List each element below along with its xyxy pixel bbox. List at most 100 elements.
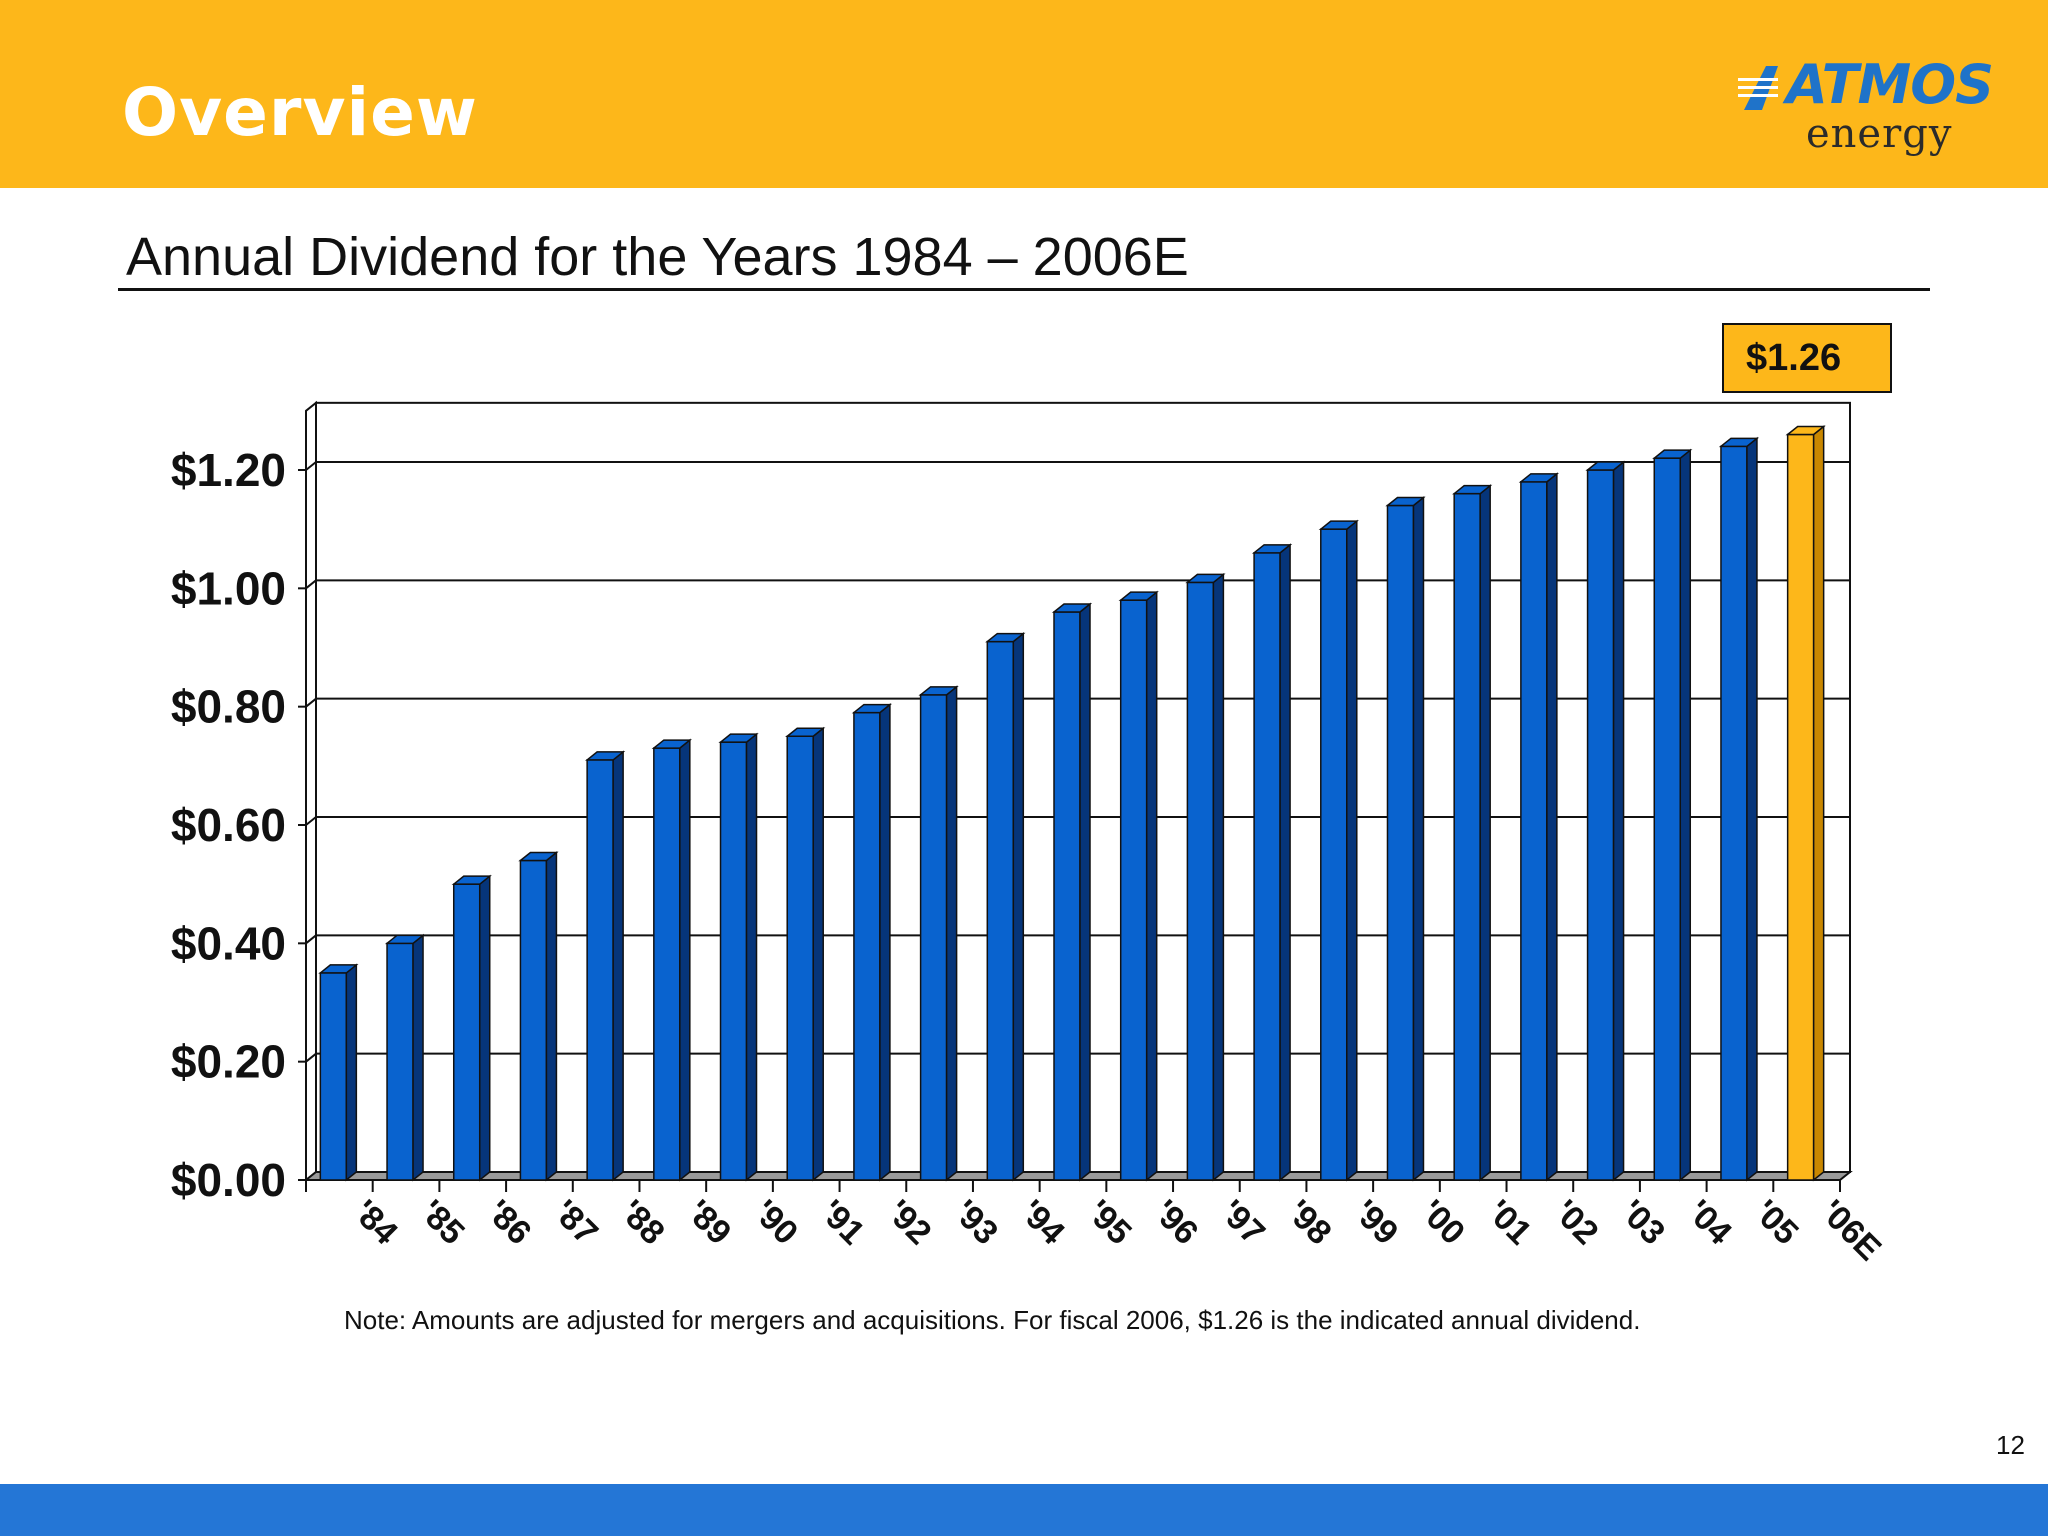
logo-mark-icon [1738,66,1778,110]
bar-side [1012,632,1025,1182]
callout-value: $1.26 [1746,337,1842,379]
bar [1320,528,1348,1181]
x-tick-label: '87 [546,1193,605,1252]
bar-side [412,933,424,1182]
y-tick-label: $0.80 [171,681,286,733]
bar [1053,611,1081,1181]
x-tick-label: '03 [1613,1193,1672,1252]
y-tick-label: $0.20 [171,1036,286,1088]
company-logo: ATMOS energy [1730,58,1994,168]
bar [1453,492,1481,1181]
x-tick-label: '98 [1279,1193,1338,1252]
bar-side [1612,460,1625,1182]
x-tick-label: '02 [1546,1193,1605,1252]
x-tick-label: '04 [1680,1193,1739,1252]
y-tick-label: $1.20 [171,444,286,496]
bar-side [1679,448,1692,1182]
bar [786,735,814,1181]
x-tick-label: '94 [1013,1193,1072,1252]
gridline-side [305,461,317,471]
bar [1520,481,1548,1181]
bar [1119,599,1148,1181]
bar [452,883,481,1181]
y-tick-label: $1.00 [171,562,286,614]
y-tick-label: $0.00 [171,1154,286,1206]
y-tick-label: $0.40 [171,917,286,969]
footer-band [0,1484,2048,1536]
bar [586,759,614,1181]
bar-side [1346,519,1358,1182]
y-tick-label: $0.60 [171,799,286,851]
bar [519,859,548,1181]
bar-top [1652,449,1693,459]
x-tick-label: '06E [1813,1193,1888,1268]
bar-top [1452,484,1493,495]
x-tick-label: '85 [412,1193,471,1252]
bar-top [718,733,759,743]
bar [1653,457,1682,1181]
x-tick-label: '91 [813,1193,872,1252]
bar-top [1718,437,1760,448]
bar [853,711,881,1181]
bar-top [1785,425,1826,436]
plot-side-wall [305,400,317,1183]
page-number: 12 [1996,1430,2025,1460]
bar-top [584,751,626,761]
bar-side [1079,602,1091,1182]
bar-side [1279,543,1291,1182]
bar [1720,445,1748,1181]
x-tick-label: '01 [1480,1193,1539,1252]
bar-side [1479,484,1491,1182]
bar [1786,433,1815,1181]
bar-top [1318,520,1359,530]
bar-top [1185,573,1226,584]
header-band [0,0,2048,188]
gridline-side [305,1052,317,1063]
x-tick-label: '00 [1413,1193,1472,1252]
x-tick-label: '93 [946,1193,1005,1252]
logo-wordmark: ATMOS [1786,53,1994,116]
bar [1586,469,1615,1181]
bar-top [985,632,1026,643]
bar-top [384,934,426,945]
bar-top [1051,603,1093,613]
x-tick-label: '92 [879,1193,938,1252]
bar [1386,504,1415,1181]
chart-title: Annual Dividend for the Years 1984 – 200… [126,227,1189,287]
bar-top [318,964,359,974]
x-tick-label: '90 [746,1193,805,1252]
bar-side [478,874,491,1182]
bar-top [518,851,559,862]
bar-side [945,685,958,1182]
bar-side [1812,424,1825,1182]
x-tick-label: '96 [1146,1193,1205,1252]
x-tick-label: '99 [1346,1193,1405,1252]
bar-top [1585,461,1626,471]
x-tick-label: '97 [1213,1193,1272,1252]
x-tick-label: '95 [1079,1193,1138,1252]
bar-top [1118,591,1159,601]
bar-side [745,732,758,1182]
bar-side [812,726,824,1182]
gridline-side [305,816,317,826]
bar [719,741,748,1181]
gridline-side [305,934,317,945]
bar [986,640,1015,1181]
x-tick-label: '05 [1746,1193,1805,1252]
bar-side [1212,572,1225,1182]
x-tick-label: '84 [346,1193,405,1252]
bar-side [1546,472,1558,1182]
x-tick-label: '88 [612,1193,671,1252]
bar-side [545,850,558,1182]
gridline-side [305,697,317,708]
bar-top [651,739,692,749]
bar-side [612,750,624,1182]
bar-top [851,703,893,714]
x-tick-label: '86 [479,1193,538,1252]
bar-top [1251,544,1293,554]
gridline-side [305,579,317,590]
bar [919,694,948,1181]
bar-top [918,686,959,696]
title-divider [118,288,1930,291]
